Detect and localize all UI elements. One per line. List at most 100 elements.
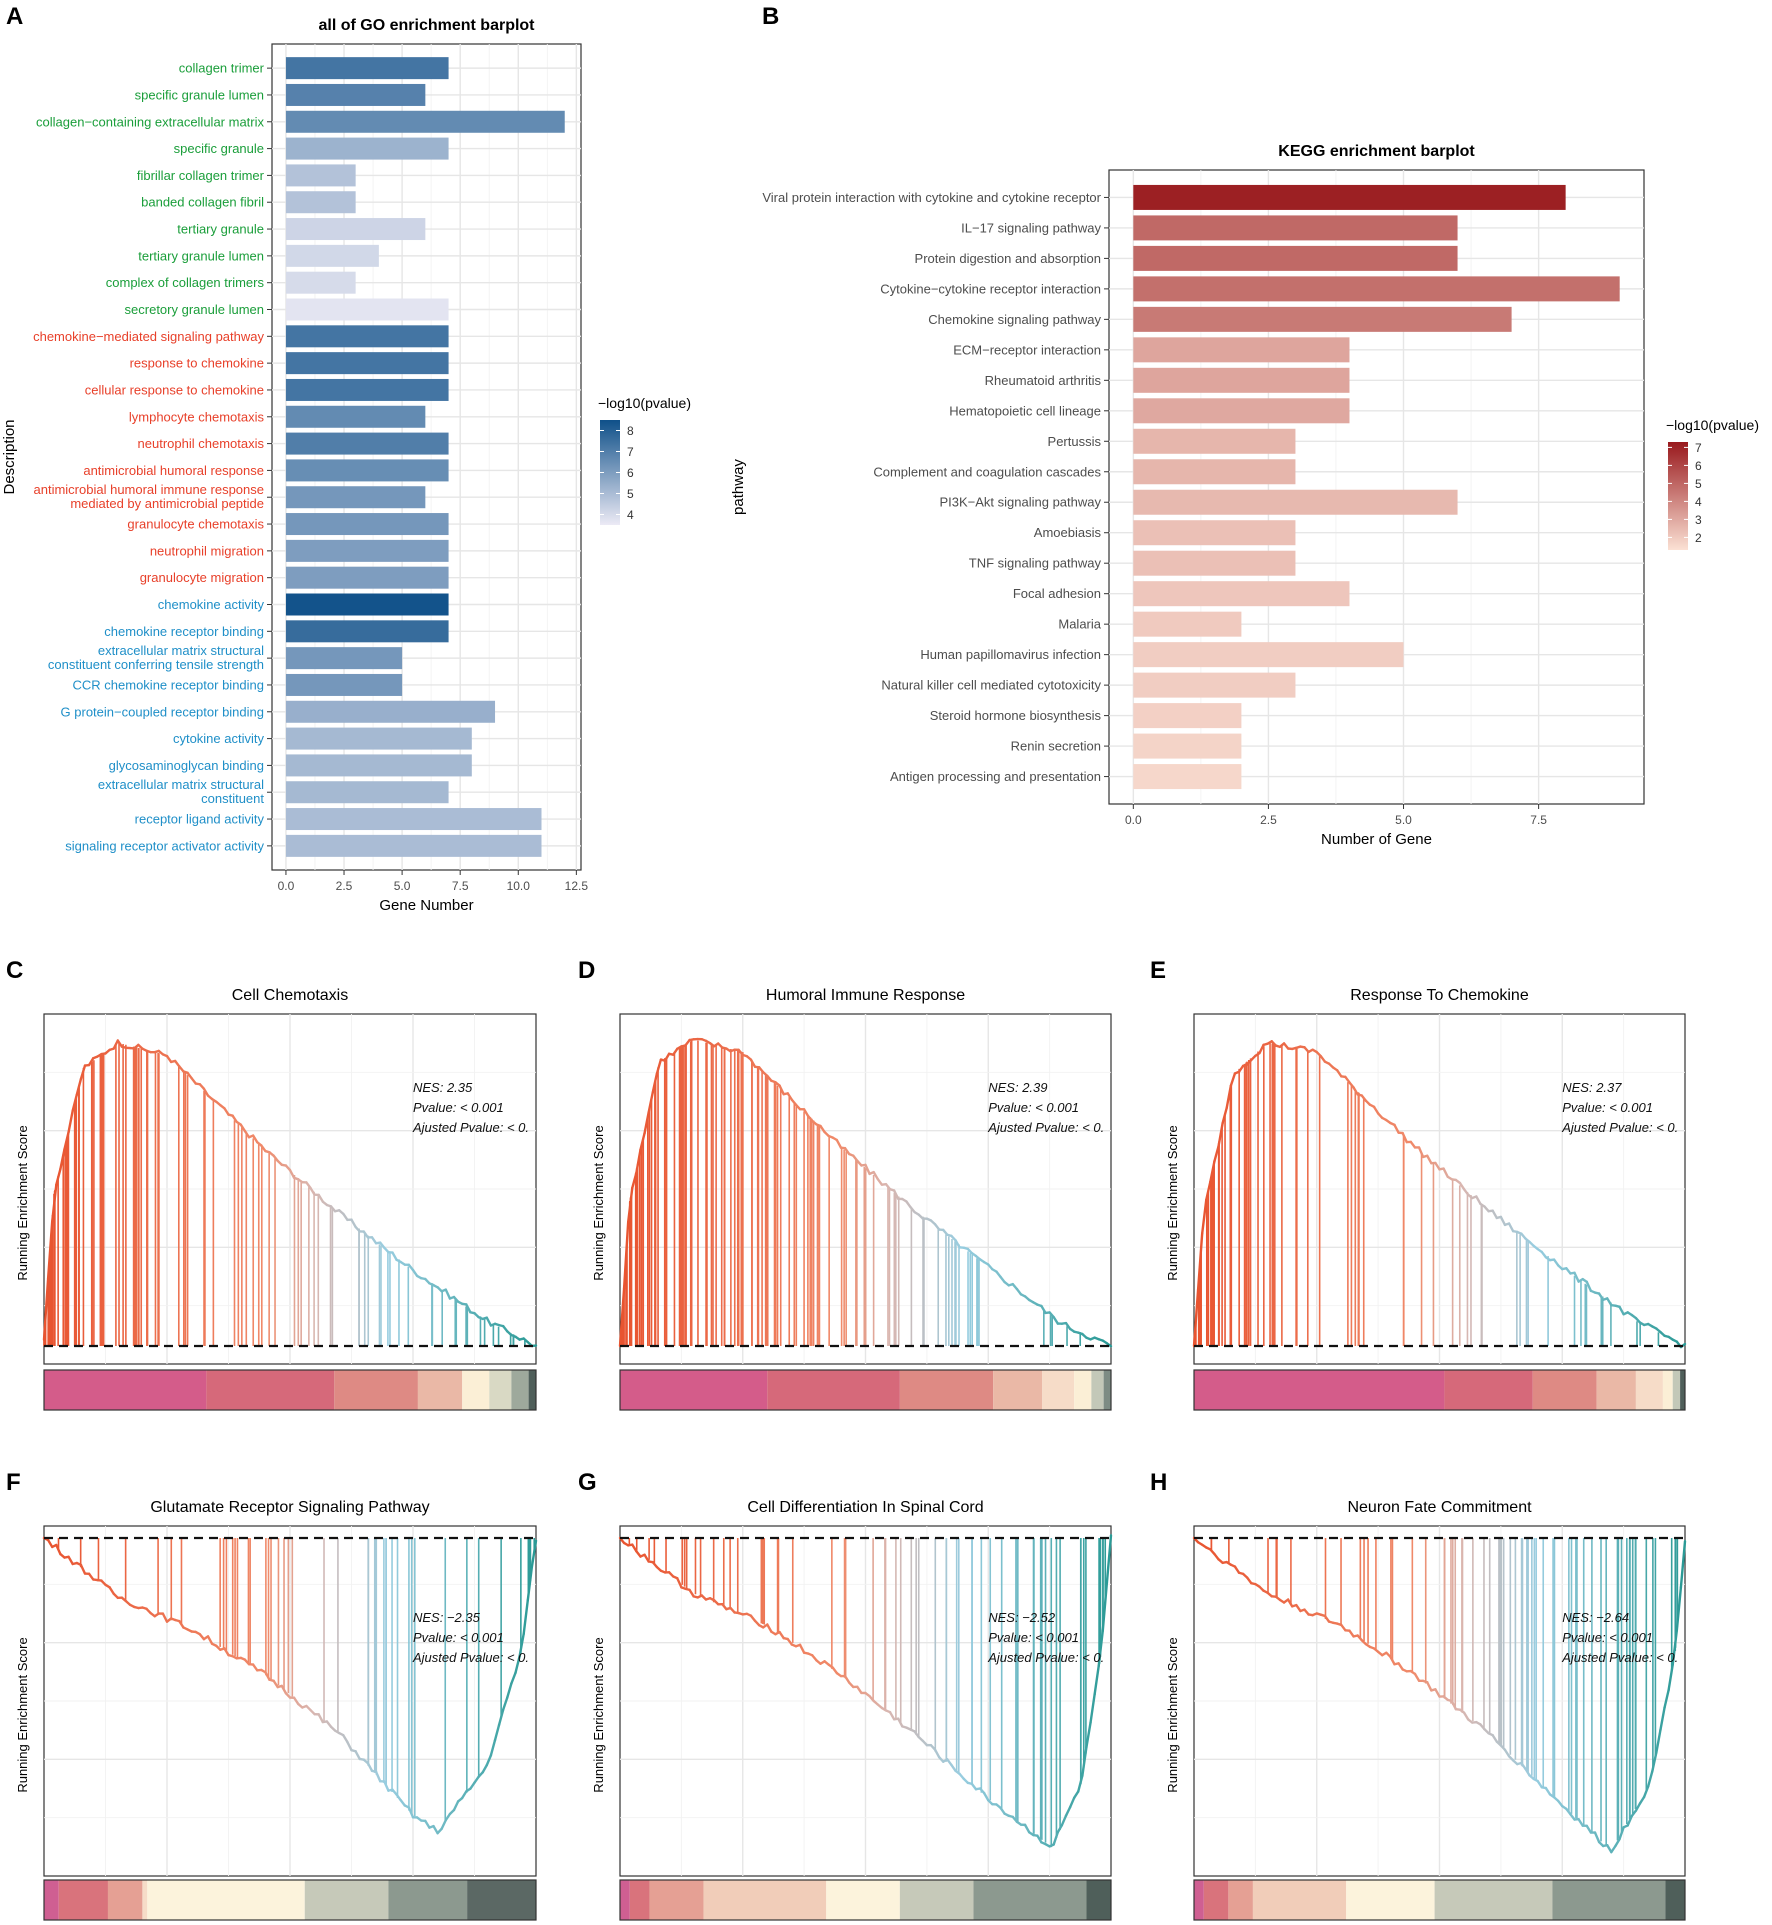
score-curve-segment bbox=[354, 1750, 361, 1761]
score-curve-segment bbox=[999, 1806, 1006, 1815]
stats-text: Ajusted Pvalue: < 0. bbox=[412, 1120, 529, 1135]
panel-label-b: B bbox=[762, 3, 779, 30]
y-tick-label: CCR chemokine receptor binding bbox=[73, 677, 264, 692]
bar bbox=[285, 781, 449, 804]
y-tick-label: specific granule lumen bbox=[135, 87, 264, 102]
score-curve-segment bbox=[1258, 1043, 1265, 1055]
legend-tick-label: 6 bbox=[627, 466, 634, 480]
score-curve-segment bbox=[1577, 1818, 1584, 1827]
bar bbox=[1133, 398, 1350, 424]
panel-label-g: G bbox=[578, 1469, 597, 1496]
score-curve-segment bbox=[1213, 1144, 1220, 1163]
legend-title: −log10(pvalue) bbox=[598, 395, 691, 411]
y-tick-label: Focal adhesion bbox=[1013, 586, 1101, 601]
score-curve-segment bbox=[1618, 1826, 1625, 1841]
score-curve-segment bbox=[1679, 1540, 1687, 1589]
bar bbox=[285, 405, 426, 428]
score-curve-segment bbox=[766, 1623, 773, 1633]
ranked-list-strip-border bbox=[43, 1879, 537, 1921]
x-tick-label: 0.0 bbox=[278, 879, 295, 893]
ranked-list-strip-segment bbox=[467, 1880, 536, 1920]
y-tick-label: receptor ligand activity bbox=[135, 812, 265, 827]
bar bbox=[1133, 703, 1242, 729]
score-curve-segment bbox=[888, 1710, 896, 1721]
score-curve-segment bbox=[79, 1563, 87, 1575]
score-curve-segment bbox=[1499, 1215, 1507, 1227]
stats-text: Pvalue: < 0.001 bbox=[988, 1630, 1079, 1645]
score-curve-segment bbox=[264, 1671, 271, 1681]
bar bbox=[1133, 306, 1512, 332]
score-curve-segment bbox=[798, 1643, 806, 1654]
score-curve-segment bbox=[1233, 1565, 1241, 1574]
score-curve-segment bbox=[1040, 1304, 1047, 1315]
chart-title: Cell Chemotaxis bbox=[232, 987, 348, 1004]
stats-text: Ajusted Pvalue: < 0. bbox=[412, 1650, 529, 1665]
bar bbox=[1133, 337, 1350, 363]
score-curve-segment bbox=[786, 1092, 794, 1101]
score-curve-segment bbox=[1536, 1779, 1543, 1789]
stats-text: NES: −2.52 bbox=[988, 1610, 1056, 1625]
score-curve-segment bbox=[1413, 1672, 1421, 1682]
score-curve-segment bbox=[51, 1183, 58, 1223]
score-curve-segment bbox=[1056, 1824, 1064, 1834]
score-curve-segment bbox=[288, 1168, 296, 1180]
ranked-list-strip-border bbox=[619, 1369, 1112, 1411]
y-tick-label: Pertussis bbox=[1048, 434, 1102, 449]
score-curve-segment bbox=[1507, 1222, 1515, 1233]
legend-colorbar bbox=[600, 420, 620, 525]
score-curve-segment bbox=[1651, 1751, 1658, 1773]
score-curve-segment bbox=[1585, 1824, 1593, 1834]
score-curve-segment bbox=[161, 1612, 169, 1623]
ranked-list-strip-segment bbox=[1552, 1880, 1666, 1920]
y-tick-label: Hematopoietic cell lineage bbox=[949, 403, 1101, 418]
score-curve-segment bbox=[635, 1148, 642, 1175]
bar bbox=[1133, 459, 1296, 485]
score-curve-segment bbox=[1663, 1688, 1670, 1709]
x-tick-label: 10.0 bbox=[507, 879, 531, 893]
bar bbox=[285, 539, 449, 562]
score-curve-segment bbox=[819, 1124, 826, 1134]
y-tick-label: tertiary granule lumen bbox=[138, 248, 264, 263]
score-curve-segment bbox=[749, 1058, 757, 1069]
y-axis-label: Description bbox=[1, 419, 18, 494]
y-tick-label: ECM−receptor interaction bbox=[953, 342, 1101, 357]
score-curve-segment bbox=[1671, 1629, 1679, 1666]
y-tick-label: neutrophil migration bbox=[150, 543, 264, 558]
score-curve-segment bbox=[1085, 1721, 1092, 1749]
score-curve-segment bbox=[112, 1039, 120, 1050]
y-tick-label: granulocyte migration bbox=[140, 570, 264, 585]
ranked-list-strip-border bbox=[1193, 1879, 1686, 1921]
x-axis-label: Number of Gene bbox=[1321, 831, 1432, 848]
y-axis-label: Running Enrichment Score bbox=[591, 1637, 606, 1792]
score-curve-segment bbox=[530, 1539, 538, 1568]
stats-text: Pvalue: < 0.001 bbox=[1562, 1100, 1653, 1115]
score-curve-segment bbox=[55, 1543, 62, 1556]
ranked-list-strip-border bbox=[619, 1879, 1112, 1921]
score-curve-segment bbox=[1667, 1663, 1674, 1692]
score-curve-segment bbox=[892, 1189, 900, 1201]
score-curve-segment bbox=[251, 1134, 259, 1144]
plot-panel bbox=[1108, 169, 1645, 805]
y-tick-label: PI3K−Akt signaling pathway bbox=[939, 495, 1101, 510]
score-curve-segment bbox=[1638, 1795, 1646, 1805]
bar bbox=[1133, 215, 1458, 241]
chart-d: Humoral Immune Response NES: 2.39 Pvalue: … bbox=[591, 987, 1113, 1411]
score-curve-segment bbox=[239, 1123, 247, 1133]
y-tick-label: extracellular matrix structural constitue… bbox=[48, 643, 264, 672]
score-curve-segment bbox=[1417, 1146, 1425, 1159]
bar bbox=[285, 808, 542, 831]
score-curve-segment bbox=[424, 1819, 431, 1829]
score-curve-segment bbox=[1655, 1728, 1662, 1754]
bar bbox=[285, 593, 449, 616]
score-curve-segment bbox=[643, 1111, 650, 1135]
score-curve-segment bbox=[1286, 1598, 1294, 1608]
y-tick-label: Steroid hormone biosynthesis bbox=[930, 708, 1102, 723]
ranked-list-strip-segment bbox=[899, 1880, 974, 1920]
legend-tick-label: 6 bbox=[1695, 459, 1702, 473]
ranked-list-strip-segment bbox=[1203, 1880, 1229, 1920]
score-curve-segment bbox=[1060, 1814, 1068, 1827]
score-curve-segment bbox=[522, 1598, 529, 1636]
y-tick-label: Natural killer cell mediated cytotoxicit… bbox=[881, 678, 1101, 693]
stats-text: NES: 2.37 bbox=[1562, 1080, 1622, 1095]
